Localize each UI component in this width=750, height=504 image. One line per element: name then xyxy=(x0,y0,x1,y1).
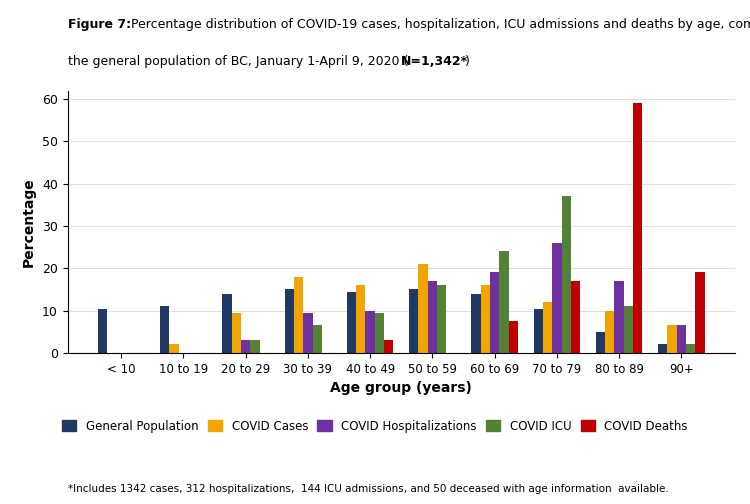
Bar xyxy=(676,325,686,353)
Bar xyxy=(500,251,508,353)
Bar xyxy=(303,312,313,353)
Text: Percentage distribution of COVID-19 cases, hospitalization, ICU admissions and d: Percentage distribution of COVID-19 case… xyxy=(131,18,750,31)
Bar xyxy=(384,340,394,353)
Bar xyxy=(633,103,643,353)
Bar xyxy=(471,294,481,353)
Bar xyxy=(562,197,571,353)
Bar xyxy=(356,285,365,353)
Bar xyxy=(437,285,446,353)
Bar xyxy=(624,306,633,353)
Bar xyxy=(284,289,294,353)
Bar xyxy=(571,281,580,353)
Bar xyxy=(294,277,303,353)
Text: Figure 7:: Figure 7: xyxy=(68,18,130,31)
Bar xyxy=(533,309,543,353)
Bar xyxy=(543,302,552,353)
Bar xyxy=(481,285,490,353)
Bar xyxy=(232,312,241,353)
Bar xyxy=(552,243,562,353)
Bar xyxy=(313,325,322,353)
Legend: General Population, COVID Cases, COVID Hospitalizations, COVID ICU, COVID Deaths: General Population, COVID Cases, COVID H… xyxy=(62,419,688,432)
Bar xyxy=(509,321,518,353)
Bar xyxy=(427,281,437,353)
Bar xyxy=(419,264,428,353)
Bar xyxy=(614,281,624,353)
Bar xyxy=(605,310,614,353)
Bar xyxy=(695,273,705,353)
Bar xyxy=(160,306,170,353)
Bar xyxy=(490,273,500,353)
X-axis label: Age group (years): Age group (years) xyxy=(330,381,472,395)
Text: ): ) xyxy=(465,55,470,69)
Text: *Includes 1342 cases, 312 hospitalizations,  144 ICU admissions, and 50 deceased: *Includes 1342 cases, 312 hospitalizatio… xyxy=(68,484,668,494)
Bar xyxy=(375,312,384,353)
Text: the general population of BC, January 1-April 9, 2020 (: the general population of BC, January 1-… xyxy=(68,55,408,69)
Bar xyxy=(686,344,695,353)
Bar xyxy=(251,340,260,353)
Text: N=1,342*: N=1,342* xyxy=(401,55,468,69)
Bar xyxy=(346,291,356,353)
Bar xyxy=(241,340,250,353)
Bar xyxy=(668,325,676,353)
Bar xyxy=(365,310,375,353)
Y-axis label: Percentage: Percentage xyxy=(22,177,36,267)
Bar xyxy=(98,309,107,353)
Bar xyxy=(596,332,605,353)
Bar xyxy=(170,344,178,353)
Bar xyxy=(409,289,419,353)
Bar xyxy=(658,344,668,353)
Bar xyxy=(222,294,232,353)
